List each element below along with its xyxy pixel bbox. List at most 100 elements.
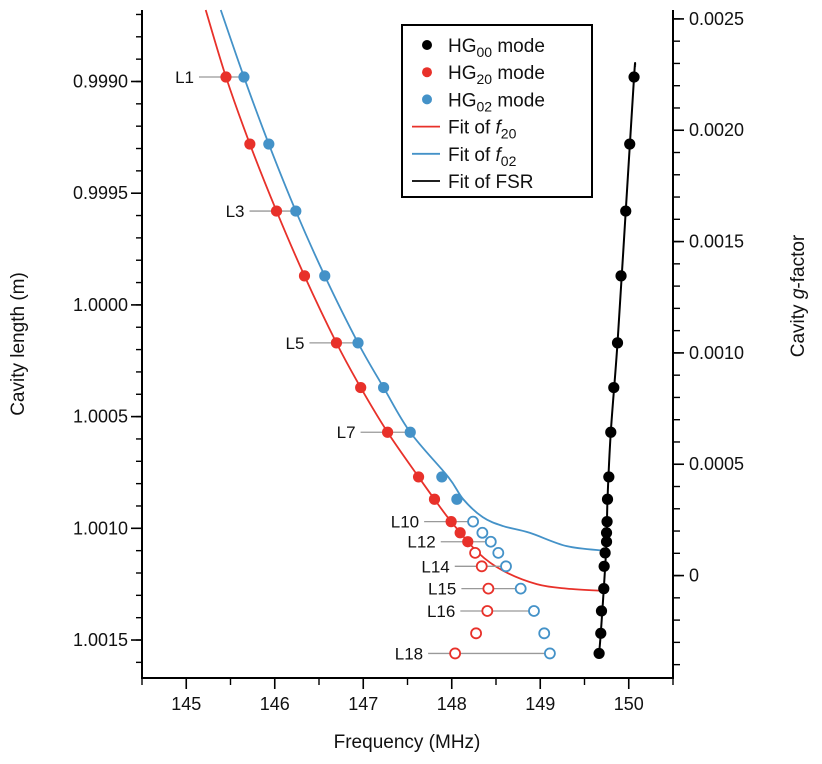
y2-tick-label: 0.0005 — [689, 454, 744, 474]
hg02-point — [476, 526, 489, 539]
hg00-point — [598, 560, 610, 572]
hg02-point — [319, 270, 331, 282]
hg00-point — [603, 471, 615, 483]
legend-marker — [422, 94, 432, 105]
hg20-point — [481, 605, 494, 617]
hg02-point — [543, 647, 556, 660]
hg02-point — [528, 605, 540, 617]
row-label: L12 — [407, 533, 435, 552]
x-tick-label: 145 — [171, 694, 201, 714]
hg20-point — [462, 536, 474, 548]
hg00-point — [593, 647, 605, 660]
hg20-point — [298, 270, 311, 282]
y-axis-title: Cavity length (m) — [8, 272, 29, 416]
legend-entry-base: HG — [448, 36, 477, 57]
hg20-point — [469, 546, 482, 559]
row-label: L15 — [428, 580, 456, 599]
hg00-point — [599, 547, 611, 559]
legend-entry: Fit of FSR — [448, 172, 534, 193]
y-tick-label: 1.0015 — [73, 630, 128, 650]
y-tick-label: 1.0005 — [73, 407, 128, 427]
hg00-point — [628, 71, 640, 83]
legend-box — [401, 24, 593, 198]
hg00-point — [611, 337, 624, 349]
legend-entry: Fit of f20 — [448, 118, 517, 142]
x-tick-label: 148 — [437, 694, 467, 714]
row-label: L5 — [286, 334, 305, 353]
y-tick-label: 1.0000 — [73, 295, 128, 315]
hg00-point — [620, 205, 632, 217]
hg00-point — [600, 536, 613, 548]
legend-entry-ital: f — [496, 145, 503, 166]
hg00-point — [615, 270, 627, 282]
legend-entry: HG20 mode — [448, 63, 545, 87]
hg20-point — [445, 516, 457, 528]
hg02-point — [238, 71, 250, 83]
y2-tick-label: 0.0015 — [689, 232, 744, 252]
legend-entry-sub: 02 — [477, 98, 493, 114]
hg20-point — [355, 381, 367, 394]
legend-entry-rest: mode — [492, 36, 545, 57]
legend-marker — [422, 40, 432, 50]
hg00-point — [600, 527, 613, 539]
row-label: L16 — [427, 602, 455, 621]
legend-entry-sub: 02 — [501, 153, 517, 169]
hg02-point — [436, 471, 448, 483]
hg20-point — [449, 647, 462, 660]
row-label: L3 — [226, 202, 245, 221]
x-tick-label: 149 — [525, 694, 555, 714]
legend-entry-base: HG — [448, 90, 477, 111]
row-label: L7 — [337, 423, 356, 442]
legend-entry-rest: mode — [492, 90, 545, 111]
hg20-point — [470, 627, 482, 640]
hg20-point — [475, 560, 488, 573]
x-tick-label: 147 — [348, 694, 378, 714]
legend-entry-base: Fit of — [448, 118, 496, 139]
x-axis-title: Frequency (MHz) — [334, 732, 481, 753]
legend-entry-sub: 00 — [477, 44, 493, 60]
legend-entry-sub: 20 — [477, 71, 493, 87]
row-label: L18 — [395, 644, 423, 663]
y2-axis-title-b: -factor — [788, 234, 809, 289]
row-label: L14 — [421, 557, 449, 576]
y2-axis-title: Cavity g-factor — [788, 234, 809, 357]
fit-line-f02 — [219, 9, 605, 552]
x-tick-label: 146 — [260, 694, 290, 714]
hg00-point — [608, 381, 620, 394]
legend-entry-base: Fit of — [448, 145, 496, 166]
fit-line-f20 — [204, 9, 605, 592]
hg02-point — [467, 515, 479, 528]
hg00-point — [598, 583, 610, 595]
legend-entry: HG00 mode — [448, 36, 545, 60]
hg02-point — [538, 627, 551, 640]
hg02-point — [263, 138, 275, 150]
y-tick-label: 1.0010 — [73, 518, 128, 538]
y2-axis-title-g: g — [788, 288, 809, 299]
legend-entry-base: Fit of FSR — [448, 172, 534, 193]
hg02-point — [290, 205, 302, 217]
y-tick-label: 0.9990 — [73, 71, 128, 91]
y2-tick-label: 0.0020 — [689, 120, 744, 140]
legend-entry: Fit of f02 — [448, 145, 517, 169]
hg20-point — [428, 493, 441, 505]
y2-tick-label: 0.0025 — [689, 9, 744, 29]
y2-tick-label: 0.0010 — [689, 343, 744, 363]
row-label: L1 — [175, 68, 194, 87]
data-points — [220, 71, 640, 660]
hg00-point — [601, 493, 614, 505]
hg02-point — [451, 493, 463, 505]
legend-entry-rest: mode — [492, 63, 545, 84]
hg00-point — [595, 605, 608, 617]
legend-entry: HG02 mode — [448, 90, 545, 114]
hg02-point — [514, 582, 527, 595]
legend-entry-base: HG — [448, 63, 477, 84]
hg20-point — [381, 426, 394, 438]
hg20-point — [220, 71, 232, 83]
legend-marker — [422, 67, 432, 78]
legend-entry-sub: 20 — [501, 126, 517, 142]
hg20-point — [244, 138, 256, 150]
hg02-point — [352, 337, 364, 349]
